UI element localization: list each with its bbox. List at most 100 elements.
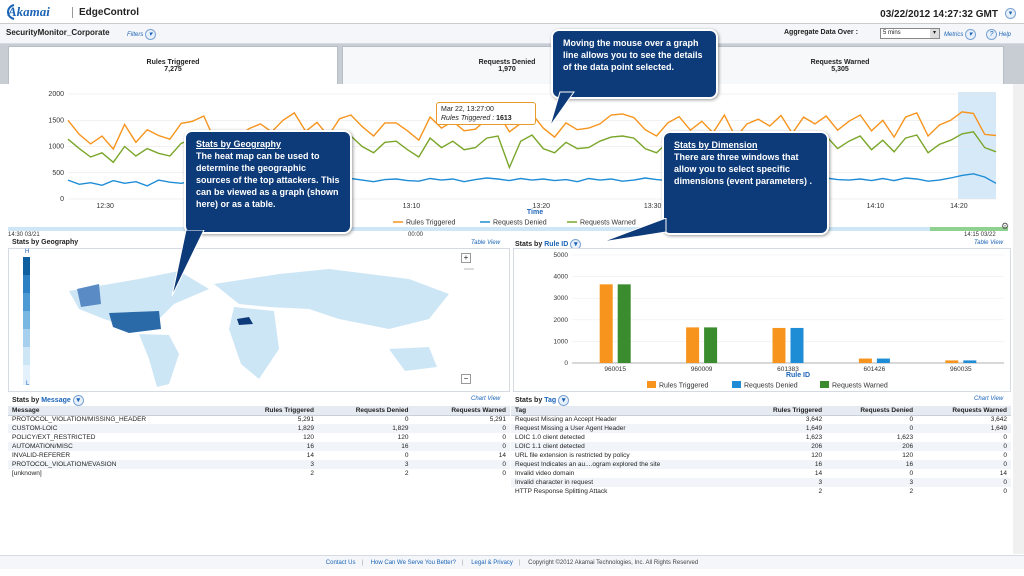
timeline-selection[interactable] <box>930 227 1008 231</box>
legend-swatch <box>647 381 656 388</box>
bar-rules-triggered[interactable] <box>772 327 786 363</box>
column-header-requests-warned[interactable]: Requests Warned <box>412 406 510 416</box>
message-dropdown-icon[interactable]: ▾ <box>72 395 84 406</box>
tooltip-value: 1613 <box>496 115 512 122</box>
metrics-dropdown-icon[interactable]: ▾ <box>965 29 977 40</box>
tab-value: 7,275 <box>164 66 182 73</box>
message-chart-view-link[interactable]: Chart View <box>471 396 501 402</box>
filters-dropdown-icon[interactable]: ▾ <box>145 29 157 40</box>
bar-rules-triggered[interactable] <box>858 358 872 363</box>
timeline-settings-icon[interactable]: ⚙ <box>1001 221 1010 231</box>
bar-requests-warned[interactable] <box>704 327 718 363</box>
legend-swatch <box>820 381 829 388</box>
table-row[interactable]: Request Missing a User Agent Header 1,649… <box>511 424 1011 433</box>
tag-dimension-select[interactable]: Tag <box>544 397 557 404</box>
dimension-table-view-link[interactable]: Table View <box>974 240 1004 246</box>
filters-link[interactable]: Filters ▾ <box>127 29 157 40</box>
help-link[interactable]: ? Help <box>986 29 1011 40</box>
table-cell: 206 <box>740 442 827 451</box>
table-cell: 3 <box>740 478 827 487</box>
column-header-message[interactable]: Message <box>8 406 230 416</box>
mouseover-callout-text: Moving the mouse over a graph line allow… <box>563 38 703 72</box>
footer: Contact Us | How Can We Serve You Better?… <box>0 555 1024 569</box>
datetime-dropdown-icon[interactable]: ▾ <box>1005 8 1016 19</box>
tag-chart-view-link[interactable]: Chart View <box>974 396 1004 402</box>
table-row[interactable]: Invalid video domain 14 0 14 <box>511 469 1011 478</box>
table-cell: [unknown] <box>12 470 42 477</box>
tab-requests-warned[interactable]: Requests Warned 5,305 <box>676 46 1004 84</box>
zoom-in-button[interactable]: + <box>461 253 471 263</box>
table-row[interactable]: AUTOMATION/MISC 16 16 0 <box>8 442 510 451</box>
y-tick-label: 1000 <box>554 338 569 345</box>
column-header-rules-triggered[interactable]: Rules Triggered <box>740 406 827 416</box>
column-header-requests-denied[interactable]: Requests Denied <box>826 406 918 416</box>
mouseover-callout: Moving the mouse over a graph line allow… <box>551 29 718 99</box>
tag-dropdown-icon[interactable]: ▾ <box>558 395 570 406</box>
table-cell: 0 <box>917 442 1011 451</box>
tooltip-label: Rules Triggered : <box>441 115 495 122</box>
table-row[interactable]: PROTOCOL_VIOLATION/EVASION 3 3 0 <box>8 460 510 469</box>
akamai-logo-icon <box>7 4 15 20</box>
geography-callout-pointer <box>171 230 205 297</box>
table-row[interactable]: POLICY/EXT_RESTRICTED 120 120 0 <box>8 433 510 442</box>
table-row[interactable]: LOIC 1.1 client detected 206 206 0 <box>511 442 1011 451</box>
x-tick-label: 13:30 <box>644 203 662 210</box>
x-tick-label: 14:10 <box>867 203 885 210</box>
geography-table-view-link[interactable]: Table View <box>471 240 501 246</box>
column-header-requests-warned[interactable]: Requests Warned <box>917 406 1011 416</box>
table-row[interactable]: [unknown] 2 2 0 <box>8 469 510 478</box>
current-datetime: 03/22/2012 14:27:32 GMT <box>880 9 998 20</box>
aggregate-label: Aggregate Data Over : <box>784 29 858 36</box>
table-row[interactable]: URL file extension is restricted by poli… <box>511 451 1011 460</box>
metrics-link[interactable]: Metrics ▾ <box>944 29 977 40</box>
table-row[interactable]: LOIC 1.0 client detected 1,623 1,623 0 <box>511 433 1011 442</box>
geography-map-panel: H L + − <box>8 248 510 392</box>
message-dimension-select[interactable]: Message <box>41 397 71 404</box>
table-row[interactable]: CUSTOM-LOIC 1,829 1,829 0 <box>8 424 510 433</box>
table-cell: Invalid character in request <box>511 478 741 487</box>
dimension-callout: Stats by Dimension There are three windo… <box>662 131 829 235</box>
mouseover-callout-pointer <box>549 91 575 127</box>
table-row[interactable]: INVALID-REFERER 14 0 14 <box>8 451 510 460</box>
world-heat-map[interactable] <box>9 249 509 391</box>
dimension-select[interactable]: Rule ID <box>544 241 569 248</box>
column-header-tag[interactable]: Tag <box>511 406 741 416</box>
bar-requests-denied[interactable] <box>963 360 977 363</box>
table-cell: 16 <box>740 460 827 469</box>
table-row[interactable]: HTTP Response Splitting Attack 2 2 0 <box>511 487 1011 496</box>
contact-us-link[interactable]: Contact Us <box>325 560 356 566</box>
column-header-rules-triggered[interactable]: Rules Triggered <box>229 406 318 416</box>
legend-swatch <box>732 381 741 388</box>
table-cell: 2 <box>310 470 314 477</box>
bar-rules-triggered[interactable] <box>599 284 613 363</box>
legal-privacy-link[interactable]: Legal & Privacy <box>471 560 513 566</box>
timeline-mid: 00:00 <box>408 232 424 238</box>
table-row[interactable]: PROTOCOL_VIOLATION/MISSING_HEADER 5,291 0 5… <box>8 415 510 424</box>
zoom-out-button[interactable]: − <box>461 374 471 384</box>
bar-requests-warned[interactable] <box>617 284 631 363</box>
column-header-requests-denied[interactable]: Requests Denied <box>317 406 413 416</box>
x-tick-label: 13:20 <box>533 203 551 210</box>
tag-title-prefix: Stats by <box>515 397 543 404</box>
bar-requests-denied[interactable] <box>790 327 804 363</box>
serve-better-link[interactable]: How Can We Serve You Better? <box>370 560 456 566</box>
page-scrollbar[interactable] <box>1013 84 1024 554</box>
aggregate-select[interactable]: 5 mins ▾ <box>880 28 940 39</box>
timeline-slider[interactable] <box>8 227 1008 231</box>
highlighted-range <box>958 92 996 199</box>
timeline-end: 14:15 03/22 <box>964 232 996 238</box>
table-row[interactable]: Invalid character in request 3 3 0 <box>511 478 1011 487</box>
table-row[interactable]: Request Indicates an au....ogram explore… <box>511 460 1011 469</box>
bar-rules-triggered[interactable] <box>945 360 959 363</box>
table-row[interactable]: Request Missing an Accept Header 3,642 0 3,… <box>511 415 1011 424</box>
table-cell: INVALID-REFERER <box>12 452 71 459</box>
bar-requests-denied[interactable] <box>876 358 890 363</box>
rule-id-bar-chart[interactable]: 5000 4000 3000 2000 1000 0 960015 960009 601383 6… <box>514 249 1010 391</box>
tab-rules-triggered[interactable]: Rules Triggered 7,275 <box>8 46 338 84</box>
tab-label: Rules Triggered <box>146 59 200 66</box>
bar-rules-triggered[interactable] <box>686 327 700 363</box>
aggregate-value: 5 mins <box>883 30 901 36</box>
tag-table: Tag Rules Triggered Requests Denied Requ… <box>511 406 1011 496</box>
table-cell: 120 <box>303 434 314 441</box>
table-cell: 0 <box>502 470 506 477</box>
